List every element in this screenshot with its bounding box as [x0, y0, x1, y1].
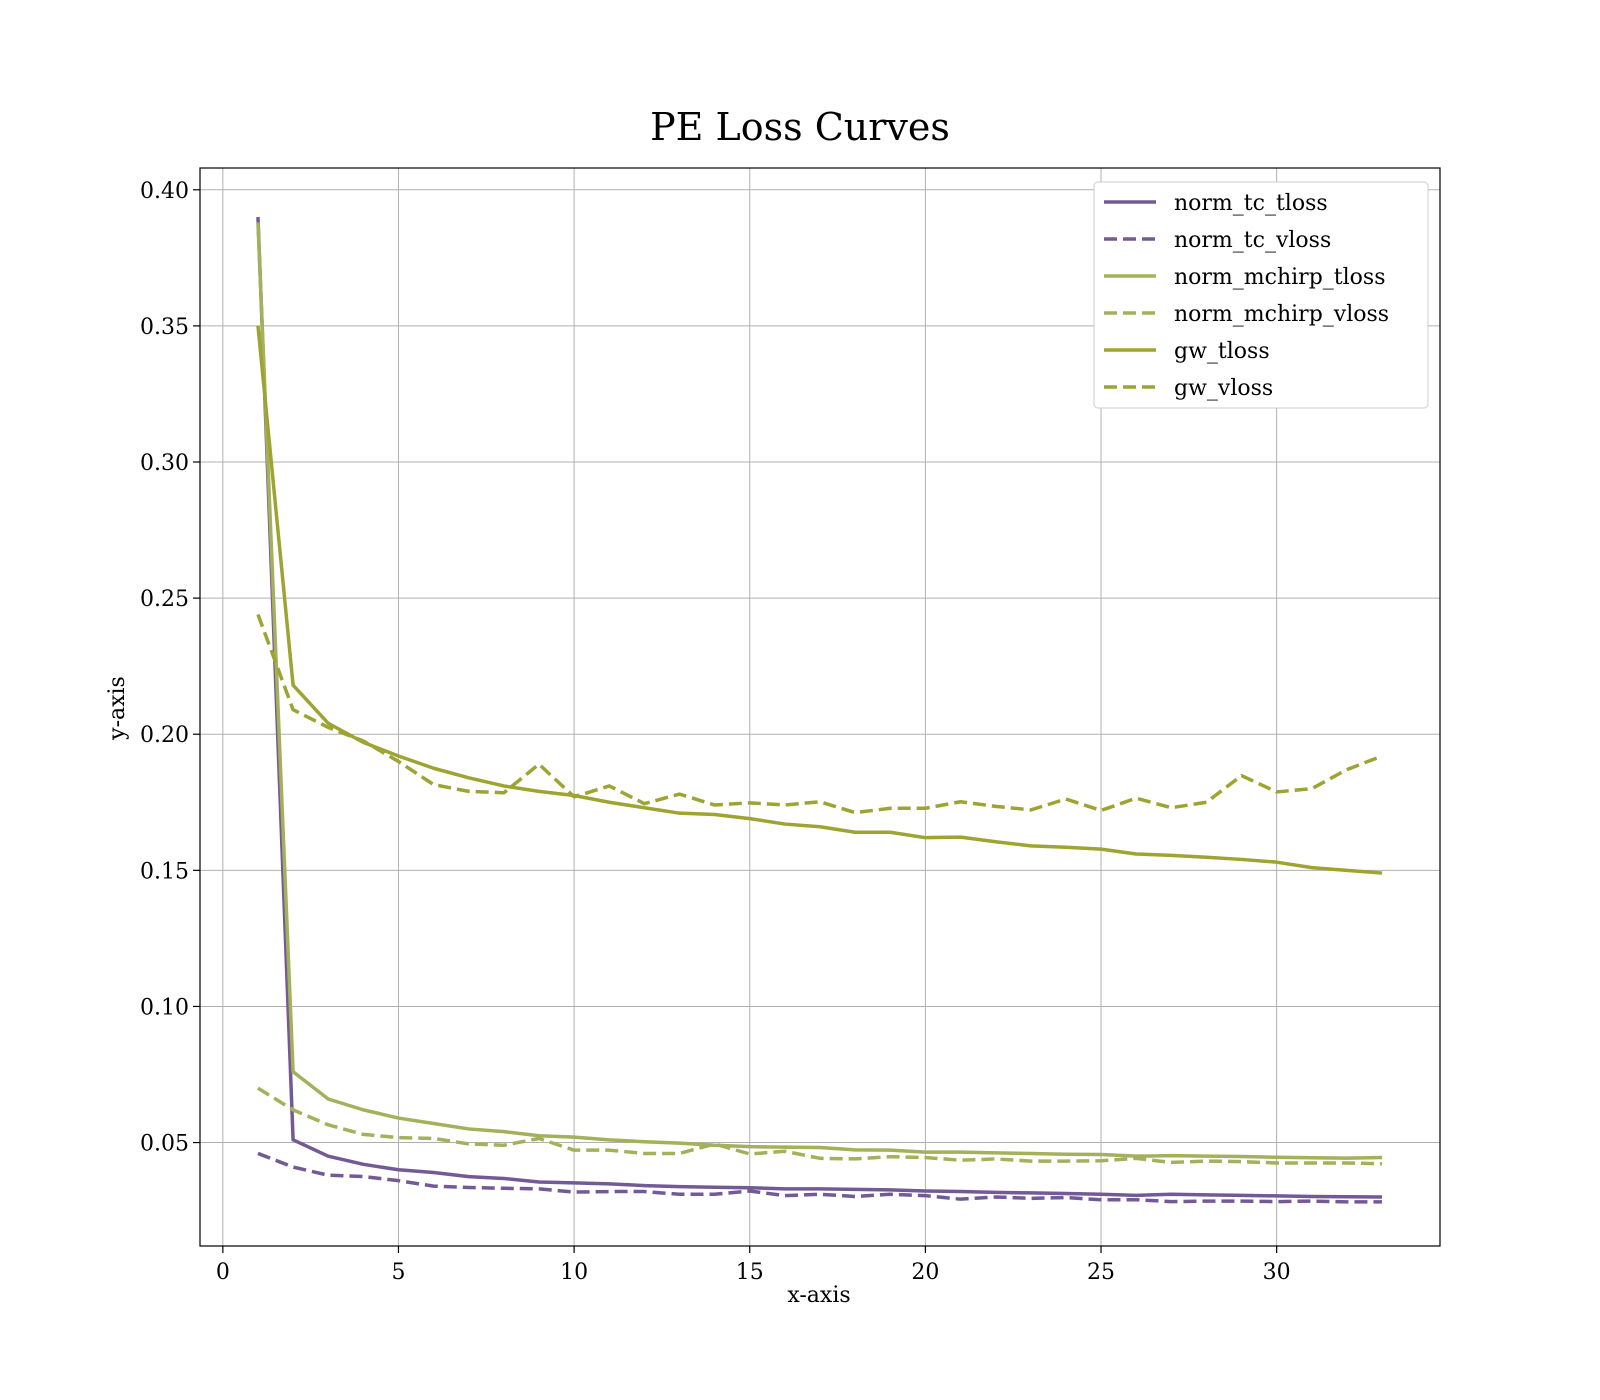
- legend-label-gw-tloss: gw_tloss: [1174, 339, 1270, 364]
- y-axis-label: y-axis: [105, 676, 130, 741]
- x-tick-label: 25: [1087, 1260, 1115, 1285]
- series-line-norm-tc-tloss: [256, 216, 1383, 1199]
- y-tick-label: 0.15: [140, 859, 189, 884]
- y-tick-label: 0.20: [140, 723, 189, 748]
- x-tick-label: 15: [736, 1260, 764, 1285]
- series-line-norm-mchirp-tloss: [256, 222, 1383, 1160]
- legend-label-norm-tc-vloss: norm_tc_vloss: [1174, 228, 1331, 253]
- x-tick-label: 5: [391, 1260, 405, 1285]
- y-tick-label: 0.10: [140, 995, 189, 1020]
- legend-label-gw-vloss: gw_vloss: [1174, 376, 1273, 401]
- legend: norm_tc_tloss norm_tc_vloss norm_mchirp_tl…: [1093, 181, 1429, 409]
- axis-ticks: 0 5 10 15 20 25 30 0.05 0.10 0.15 0.20 0.25 0.30 0.35…: [140, 179, 1291, 1285]
- series-line-gw-vloss: [256, 613, 1383, 815]
- series-line-norm-tc-vloss: [257, 1151, 1383, 1204]
- series-line-gw-tloss: [256, 325, 1383, 875]
- legend-label-norm-mchirp-tloss: norm_mchirp_tloss: [1174, 265, 1385, 290]
- legend-label-norm-mchirp-vloss: norm_mchirp_vloss: [1174, 302, 1389, 327]
- y-tick-label: 0.25: [140, 587, 189, 612]
- y-tick-label: 0.30: [140, 451, 189, 476]
- y-tick-label: 0.05: [140, 1132, 189, 1157]
- series-line-norm-mchirp-vloss: [257, 1086, 1383, 1166]
- x-tick-label: 10: [560, 1260, 588, 1285]
- y-tick-label: 0.40: [140, 179, 189, 204]
- x-tick-label: 20: [911, 1260, 939, 1285]
- legend-box: [1093, 181, 1429, 409]
- legend-label-norm-tc-tloss: norm_tc_tloss: [1174, 191, 1328, 216]
- x-tick-label: 0: [216, 1260, 230, 1285]
- y-tick-label: 0.35: [140, 315, 189, 340]
- plot-series: [256, 216, 1383, 1204]
- x-axis-label: x-axis: [787, 1283, 850, 1308]
- plot-frame: [199, 167, 1441, 1247]
- x-tick-label: 30: [1263, 1260, 1291, 1285]
- chart-title: PE Loss Curves: [650, 105, 950, 149]
